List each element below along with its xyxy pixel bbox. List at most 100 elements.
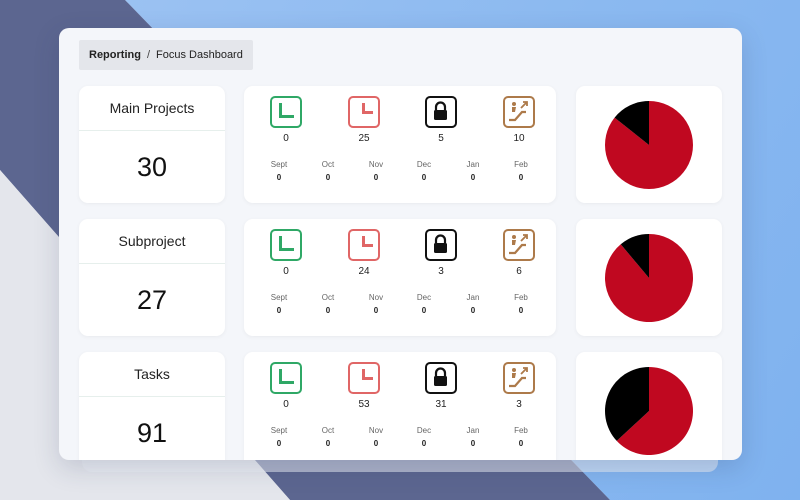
count-card-value: 27 [136,284,168,315]
month-label: Jan [466,293,480,302]
month-nov: Nov 0 [361,293,391,315]
pie-card[interactable] [576,352,722,460]
monthly-breakdown: Sept 0 Oct 0 Nov 0 Dec 0 Jan 0 [256,160,544,194]
status-card: 0 25 5 [244,86,556,203]
month-value: 0 [373,439,379,448]
month-value: 0 [518,173,524,182]
breadcrumb-separator: / [146,49,151,61]
month-oct: Oct 0 [313,160,343,182]
pie-chart [605,367,693,455]
month-jan: Jan 0 [458,426,488,448]
summary-row: Tasks 91 0 53 [79,352,722,460]
clock-check-icon [270,96,302,128]
month-label: Feb [514,160,528,169]
pie-chart [605,101,693,189]
stat-escalated[interactable]: 3 [499,362,539,410]
stat-pending-value: 24 [358,266,370,277]
monthly-breakdown: Sept 0 Oct 0 Nov 0 Dec 0 Jan 0 [256,426,544,460]
month-label: Oct [321,426,335,435]
month-label: Dec [416,426,432,435]
month-label: Dec [416,160,432,169]
month-dec: Dec 0 [409,293,439,315]
stat-locked[interactable]: 3 [421,229,461,277]
month-value: 0 [421,439,427,448]
pie-card[interactable] [576,86,722,203]
stat-locked-value: 31 [435,399,447,410]
month-feb: Feb 0 [506,426,536,448]
stat-pending[interactable]: 24 [344,229,384,277]
month-label: Nov [368,293,384,302]
status-card: 0 24 3 [244,219,556,336]
month-value: 0 [470,439,476,448]
stat-escalated-value: 10 [513,133,525,144]
stat-completed-value: 0 [283,133,289,144]
month-feb: Feb 0 [506,160,536,182]
stat-locked[interactable]: 31 [421,362,461,410]
stat-completed[interactable]: 0 [266,229,306,277]
clock-icon [348,229,380,261]
stat-pending[interactable]: 25 [344,96,384,144]
breadcrumb-root-link[interactable]: Reporting [89,49,141,61]
lock-icon [425,362,457,394]
count-card[interactable]: Main Projects 30 [79,86,225,203]
month-oct: Oct 0 [313,426,343,448]
pie-slice-secondary[interactable] [614,101,649,145]
month-value: 0 [421,173,427,182]
count-card[interactable]: Tasks 91 [79,352,225,460]
month-value: 0 [325,439,331,448]
stat-completed-value: 0 [283,399,289,410]
month-value: 0 [421,306,427,315]
month-value: 0 [276,439,282,448]
month-label: Jan [466,160,480,169]
escalator-icon [503,362,535,394]
month-label: Feb [514,293,528,302]
month-label: Oct [321,293,335,302]
month-dec: Dec 0 [409,160,439,182]
month-jan: Jan 0 [458,160,488,182]
month-value: 0 [373,173,379,182]
month-sept: Sept 0 [264,426,294,448]
monthly-breakdown: Sept 0 Oct 0 Nov 0 Dec 0 Jan 0 [256,293,544,327]
count-card[interactable]: Subproject 27 [79,219,225,336]
stat-pending-value: 53 [358,399,370,410]
pie-card[interactable] [576,219,722,336]
clock-icon [348,96,380,128]
month-value: 0 [325,306,331,315]
lock-icon [425,96,457,128]
pie-slice-secondary[interactable] [605,367,649,441]
month-sept: Sept 0 [264,293,294,315]
month-label: Dec [416,293,432,302]
count-card-value: 91 [136,417,168,448]
stat-escalated[interactable]: 6 [499,229,539,277]
dashboard-window: Reporting / Focus Dashboard Main Project… [59,28,742,460]
stat-escalated[interactable]: 10 [499,96,539,144]
month-feb: Feb 0 [506,293,536,315]
stat-escalated-value: 3 [516,399,522,410]
month-label: Nov [368,160,384,169]
lock-icon [425,229,457,261]
pie-slice-primary[interactable] [616,367,693,455]
month-value: 0 [470,173,476,182]
month-label: Feb [514,426,528,435]
month-value: 0 [373,306,379,315]
stat-completed[interactable]: 0 [266,96,306,144]
stat-locked-value: 5 [438,133,444,144]
stat-locked[interactable]: 5 [421,96,461,144]
month-label: Sept [270,426,288,435]
stat-completed-value: 0 [283,266,289,277]
clock-check-icon [270,362,302,394]
month-value: 0 [470,306,476,315]
stat-completed[interactable]: 0 [266,362,306,410]
month-nov: Nov 0 [361,426,391,448]
month-value: 0 [276,173,282,182]
month-label: Sept [270,160,288,169]
count-card-value: 30 [136,151,168,182]
month-value: 0 [325,173,331,182]
pie-slice-secondary[interactable] [620,234,649,278]
month-label: Nov [368,426,384,435]
stat-pending[interactable]: 53 [344,362,384,410]
month-oct: Oct 0 [313,293,343,315]
breadcrumb: Reporting / Focus Dashboard [79,40,253,70]
summary-row: Subproject 27 0 24 [79,219,722,336]
month-value: 0 [276,306,282,315]
